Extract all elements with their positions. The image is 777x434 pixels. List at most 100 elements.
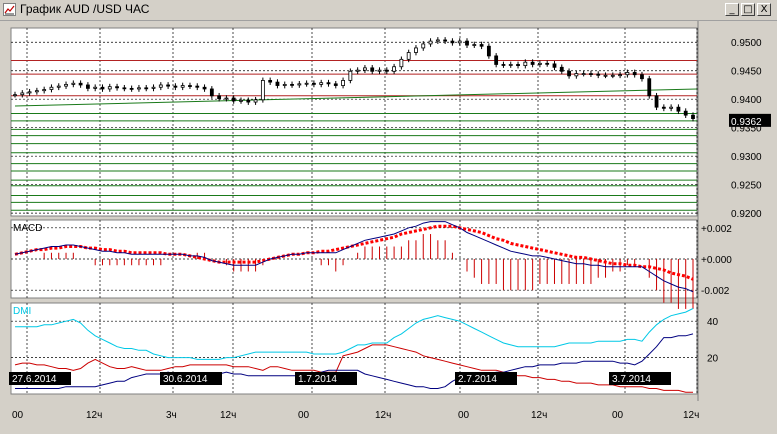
- candle-body[interactable]: [260, 80, 265, 101]
- candle-body[interactable]: [49, 86, 54, 90]
- candle-body[interactable]: [129, 87, 134, 90]
- candle-body[interactable]: [188, 85, 192, 87]
- candle-body[interactable]: [27, 91, 32, 94]
- candle-body[interactable]: [20, 92, 25, 96]
- candle-body[interactable]: [217, 95, 222, 100]
- candle-body[interactable]: [304, 82, 309, 85]
- candle-body[interactable]: [392, 66, 396, 72]
- candle-body[interactable]: [209, 88, 214, 97]
- candle-body[interactable]: [13, 94, 17, 97]
- candle-body[interactable]: [202, 86, 207, 90]
- candle-body[interactable]: [538, 62, 542, 65]
- candle-body[interactable]: [64, 84, 68, 87]
- candle-body[interactable]: [297, 83, 302, 86]
- candle-body[interactable]: [384, 69, 389, 72]
- candle-body[interactable]: [122, 87, 127, 90]
- candle-body[interactable]: [610, 74, 615, 77]
- candle-body[interactable]: [501, 64, 506, 66]
- candle-body[interactable]: [494, 55, 499, 65]
- candle-body[interactable]: [457, 40, 462, 44]
- candle-body[interactable]: [399, 58, 404, 68]
- candle-body[interactable]: [86, 84, 90, 89]
- candle-body[interactable]: [71, 82, 76, 85]
- candle-body[interactable]: [275, 81, 280, 86]
- candle-body[interactable]: [479, 44, 484, 47]
- candle-body[interactable]: [107, 86, 112, 90]
- candle-body[interactable]: [523, 61, 528, 67]
- candle-body[interactable]: [363, 67, 367, 71]
- candle-body[interactable]: [355, 69, 360, 72]
- candle-body[interactable]: [589, 73, 593, 75]
- candle-body[interactable]: [508, 64, 513, 66]
- candle-body[interactable]: [552, 63, 557, 68]
- maximize-button[interactable]: □: [741, 3, 755, 16]
- candle-body[interactable]: [312, 82, 316, 85]
- candle-body[interactable]: [173, 85, 178, 88]
- candle-body[interactable]: [42, 89, 47, 92]
- candle-body[interactable]: [640, 74, 644, 80]
- candle-body[interactable]: [530, 61, 535, 65]
- candle-body[interactable]: [239, 99, 243, 102]
- candle-body[interactable]: [632, 72, 637, 76]
- minimize-button[interactable]: _: [725, 3, 739, 16]
- candle-body[interactable]: [231, 97, 236, 102]
- candle-body[interactable]: [290, 84, 294, 86]
- candle-body[interactable]: [93, 86, 98, 89]
- candle-body[interactable]: [618, 74, 622, 77]
- candle-body[interactable]: [625, 72, 630, 76]
- candle-body[interactable]: [596, 73, 601, 76]
- candle-body[interactable]: [414, 47, 418, 53]
- candle-body[interactable]: [581, 73, 586, 75]
- title-bar[interactable]: График AUD /USD ЧАС _ □ X: [0, 0, 777, 21]
- candle-body[interactable]: [268, 80, 273, 83]
- candle-body[interactable]: [559, 66, 564, 72]
- candle-body[interactable]: [333, 83, 338, 86]
- candle-body[interactable]: [348, 70, 353, 81]
- candle-body[interactable]: [78, 82, 83, 86]
- chart-area[interactable]: 0.9500 0.9450 0.9400 0.9350 0.9300 0.9250 0.92…: [0, 21, 777, 429]
- candle-body[interactable]: [428, 40, 433, 45]
- candle-body[interactable]: [647, 78, 652, 97]
- candle-body[interactable]: [691, 114, 695, 119]
- candle-body[interactable]: [450, 40, 455, 44]
- candle-body[interactable]: [377, 69, 382, 72]
- candle-body[interactable]: [282, 84, 287, 86]
- candle-body[interactable]: [319, 82, 324, 85]
- candle-body[interactable]: [158, 84, 163, 88]
- candle-body[interactable]: [443, 39, 448, 42]
- candle-body[interactable]: [180, 85, 185, 88]
- candle-body[interactable]: [115, 86, 119, 89]
- candle-body[interactable]: [166, 84, 170, 87]
- candle-body[interactable]: [603, 74, 608, 77]
- candle-body[interactable]: [545, 62, 550, 65]
- panel-macd-plot[interactable]: [10, 219, 698, 299]
- candle-body[interactable]: [100, 86, 105, 90]
- candle-body[interactable]: [253, 99, 258, 103]
- candle-body[interactable]: [246, 99, 251, 103]
- candle-body[interactable]: [224, 97, 229, 100]
- candle-body[interactable]: [574, 73, 579, 77]
- candle-body[interactable]: [516, 64, 520, 66]
- candle-body[interactable]: [676, 106, 681, 112]
- candle-body[interactable]: [144, 87, 149, 90]
- candle-body[interactable]: [654, 95, 659, 108]
- candle-body[interactable]: [567, 70, 571, 77]
- candle-body[interactable]: [669, 106, 674, 109]
- candle-body[interactable]: [406, 52, 411, 60]
- candle-body[interactable]: [486, 45, 491, 57]
- candle-body[interactable]: [56, 85, 61, 88]
- candle-body[interactable]: [137, 87, 141, 90]
- candle-body[interactable]: [195, 85, 200, 88]
- panel-price-plot[interactable]: [10, 27, 698, 217]
- candle-body[interactable]: [34, 90, 39, 93]
- candle-body[interactable]: [370, 67, 375, 72]
- candle-body[interactable]: [151, 86, 156, 89]
- candle-body[interactable]: [326, 82, 331, 85]
- candle-body[interactable]: [465, 40, 469, 46]
- chart-svg[interactable]: 0.9500 0.9450 0.9400 0.9350 0.9300 0.9250 0.92…: [0, 21, 777, 429]
- candle-body[interactable]: [683, 110, 688, 116]
- candle-body[interactable]: [661, 106, 666, 109]
- candle-body[interactable]: [341, 80, 345, 86]
- candle-body[interactable]: [472, 44, 477, 46]
- candle-body[interactable]: [421, 43, 426, 49]
